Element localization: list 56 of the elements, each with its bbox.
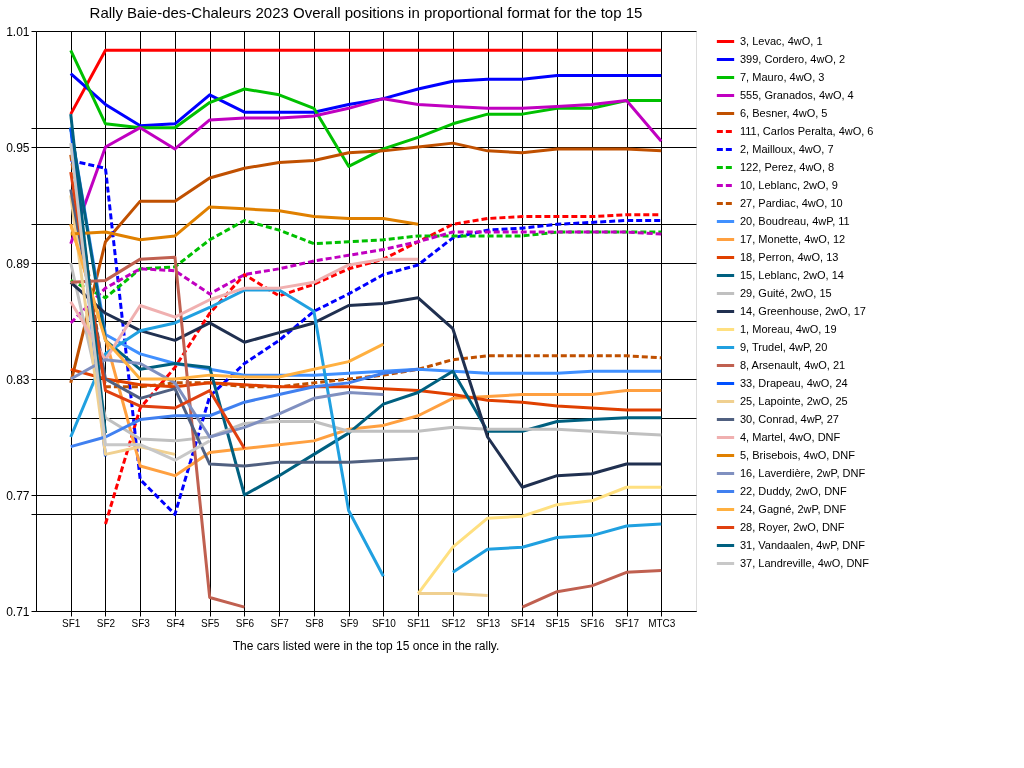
x-tick-label: SF2	[96, 617, 116, 629]
legend-label: 111, Carlos Peralta, 4wO, 6	[740, 124, 874, 137]
legend-label: 22, Duddy, 2wO, DNF	[740, 484, 848, 497]
x-tick-label: SF14	[510, 617, 536, 629]
legend-label: 15, Leblanc, 2wO, 14	[740, 268, 844, 281]
legend-label: 14, Greenhouse, 2wO, 17	[740, 304, 866, 317]
x-tick-label: SF17	[615, 617, 640, 629]
x-tick-label: SF4	[166, 617, 186, 629]
legend-label: 7, Mauro, 4wO, 3	[740, 70, 825, 83]
legend-label: 5, Brisebois, 4wO, DNF	[740, 448, 856, 461]
legend-label: 30, Conrad, 4wP, 27	[740, 412, 839, 425]
legend-label: 16, Laverdière, 2wP, DNF	[740, 466, 866, 479]
x-tick-label: SF8	[305, 617, 324, 629]
legend-label: 28, Royer, 2wO, DNF	[740, 520, 845, 533]
y-tick-label: 0.71	[6, 604, 30, 619]
x-tick-label: SF6	[235, 617, 255, 629]
legend-label: 8, Arsenault, 4wO, 21	[740, 358, 846, 371]
x-tick-label: SF11	[407, 617, 431, 629]
x-tick-label: SF1	[62, 617, 81, 629]
legend-label: 3, Levac, 4wO, 1	[740, 34, 823, 47]
legend-label: 18, Perron, 4wO, 13	[740, 250, 839, 263]
x-tick-label: SF10	[371, 617, 397, 629]
x-tick-label: SF15	[545, 617, 570, 629]
legend-label: 31, Vandaalen, 4wP, DNF	[740, 538, 866, 551]
y-tick-label: 1.01	[6, 24, 30, 39]
text: The cars listed were in the top 15 once in the rally.	[232, 639, 500, 653]
legend-label: 20, Boudreau, 4wP, 11	[740, 214, 850, 227]
x-tick-label: SF3	[131, 617, 151, 629]
legend-label: 37, Landreville, 4wO, DNF	[740, 556, 870, 569]
legend-label: 17, Monette, 4wO, 12	[740, 232, 846, 245]
legend-label: 33, Drapeau, 4wO, 24	[740, 376, 848, 389]
y-tick-label: 0.95	[6, 140, 30, 155]
legend-label: 4, Martel, 4wO, DNF	[740, 430, 841, 443]
legend-label: 29, Guité, 2wO, 15	[740, 286, 832, 299]
x-tick-label: SF5	[201, 617, 220, 629]
legend-label: 6, Besner, 4wO, 5	[740, 106, 828, 119]
legend-label: 399, Cordero, 4wO, 2	[740, 52, 846, 65]
x-tick-label: SF7	[270, 617, 290, 629]
chart-title: Rally Baie-des-Chaleurs 2023 Overall positions in proportional format for the top 15	[89, 4, 643, 21]
legend-label: 1, Moreau, 4wO, 19	[740, 322, 837, 335]
legend-label: 27, Pardiac, 4wO, 10	[740, 196, 843, 209]
x-tick-label: SF16	[580, 617, 605, 629]
x-tick-label: MTC3	[648, 617, 676, 629]
y-tick-label: 0.83	[6, 372, 30, 387]
legend-label: 9, Trudel, 4wP, 20	[740, 340, 828, 353]
legend-label: 24, Gagné, 2wP, DNF	[740, 502, 847, 515]
legend-label: 2, Mailloux, 4wO, 7	[740, 142, 834, 155]
x-tick-label: SF9	[339, 617, 359, 629]
x-tick-label: SF13	[476, 617, 501, 629]
legend-label: 555, Granados, 4wO, 4	[740, 88, 854, 101]
legend-label: 25, Lapointe, 2wO, 25	[740, 394, 848, 407]
x-tick-label: SF12	[441, 617, 466, 629]
legend-label: 10, Leblanc, 2wO, 9	[740, 178, 838, 191]
y-tick-label: 0.77	[6, 488, 30, 503]
y-tick-label: 0.89	[6, 256, 30, 271]
legend-label: 122, Perez, 4wO, 8	[740, 160, 835, 173]
